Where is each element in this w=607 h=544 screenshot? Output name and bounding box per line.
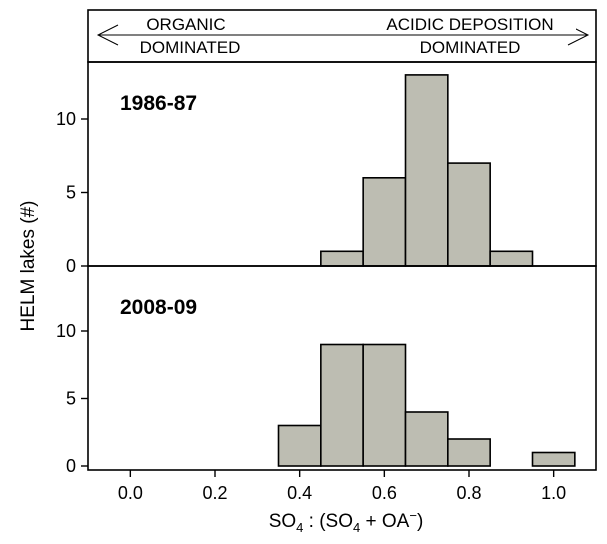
- x-tick-label-2: 0.4: [287, 483, 312, 503]
- panel-label-1: 2008-09: [120, 296, 197, 319]
- panel-0: 0 5 10 1986-87: [56, 61, 597, 276]
- y-tick-label-panel1-1: 5: [66, 389, 76, 409]
- bar-panel0-2: [404, 74, 449, 267]
- bar-panel0-4: [489, 250, 534, 267]
- y-axis-title: HELM lakes (#): [18, 201, 39, 332]
- panels: 0 5 10 1986-87 0 5 10 2008-09: [56, 61, 597, 476]
- bar-panel1-1: [320, 343, 364, 467]
- bar-panel1-2: [362, 343, 407, 467]
- y-tick-label-panel0-1: 5: [66, 183, 76, 203]
- bar-panel1-5: [531, 451, 576, 467]
- bar-panel0-1: [362, 177, 407, 267]
- bar-panel1-3: [404, 411, 449, 467]
- y-tick-label-panel0-2: 10: [56, 109, 76, 129]
- bar-panel1-0: [277, 424, 322, 467]
- x-axis-title: SO4 : (SO4 + OA−): [269, 508, 424, 535]
- y-tick-label-panel0-0: 0: [66, 256, 76, 276]
- y-tick-label-panel1-2: 10: [56, 321, 76, 341]
- x-tick-label-3: 0.6: [372, 483, 397, 503]
- header-right-line1: ACIDIC DEPOSITION: [386, 15, 553, 34]
- header-panel: ORGANIC DOMINATED ACIDIC DEPOSITION DOMI…: [87, 9, 597, 63]
- y-tick-label-panel1-0: 0: [66, 456, 76, 476]
- panel-frame-1: [87, 265, 597, 471]
- panel-label-0: 1986-87: [120, 92, 197, 115]
- header-right-line2: DOMINATED: [420, 38, 521, 57]
- x-tick-label-5: 1.0: [541, 483, 566, 503]
- bar-panel1-4: [447, 438, 491, 467]
- header-left-line2: DOMINATED: [140, 38, 241, 57]
- x-tick-label-0: 0.0: [118, 483, 143, 503]
- x-tick-label-1: 0.2: [202, 483, 227, 503]
- left-arrow-icon: [96, 24, 320, 46]
- x-tick-label-4: 0.8: [456, 483, 481, 503]
- x-axis-ticks: 0.0 0.2 0.4 0.6 0.8 1.0: [118, 470, 566, 503]
- bar-panel0-0: [320, 250, 364, 267]
- header-left-line1: ORGANIC: [146, 15, 225, 34]
- bar-panel0-3: [447, 162, 491, 267]
- panel-1: 0 5 10 2008-09: [56, 265, 597, 476]
